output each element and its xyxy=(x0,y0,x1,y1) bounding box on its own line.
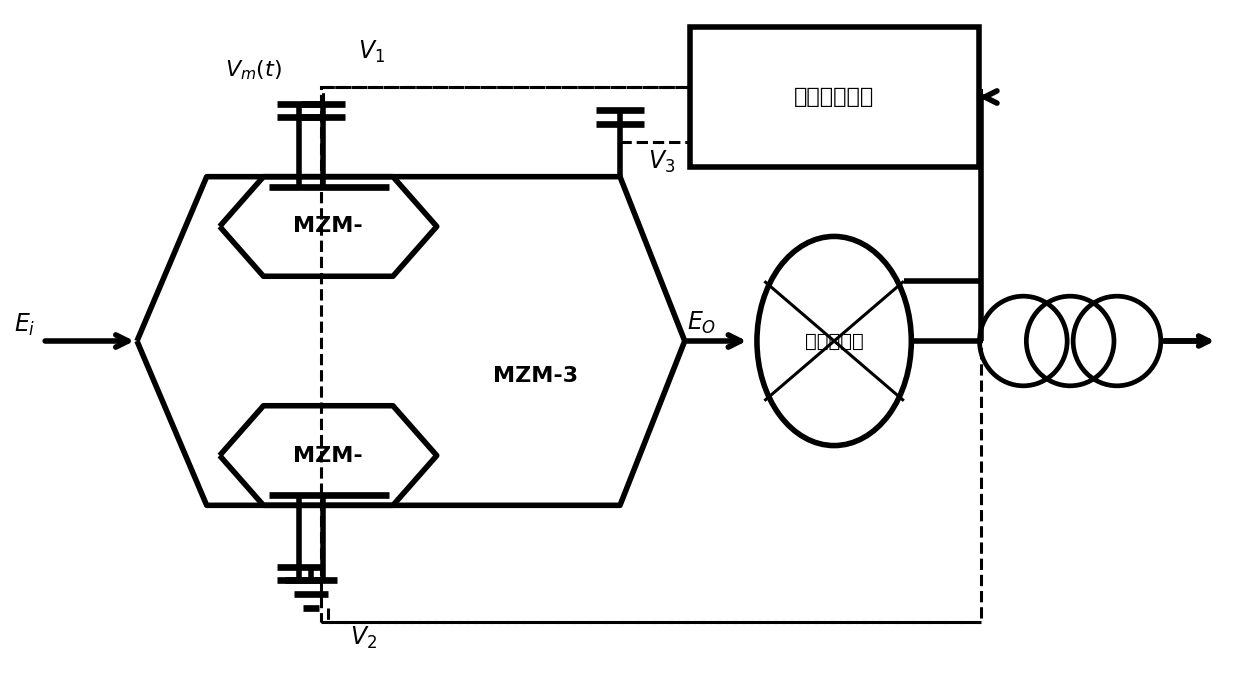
Text: $V_m(t)$: $V_m(t)$ xyxy=(224,59,281,82)
Text: $E_i$: $E_i$ xyxy=(14,312,35,338)
Text: $E_O$: $E_O$ xyxy=(687,310,717,336)
Text: $V_2$: $V_2$ xyxy=(350,624,377,651)
Text: MZM-: MZM- xyxy=(294,217,363,236)
Text: $V_3$: $V_3$ xyxy=(649,148,676,175)
Text: $V_1$: $V_1$ xyxy=(357,39,384,65)
Ellipse shape xyxy=(756,236,911,445)
Bar xyxy=(321,87,981,622)
Text: 光纤耦合器: 光纤耦合器 xyxy=(805,332,863,351)
Text: MZM-: MZM- xyxy=(294,445,363,466)
Text: MZM-3: MZM-3 xyxy=(492,366,578,386)
Text: 反馈控制系统: 反馈控制系统 xyxy=(794,87,874,107)
Bar xyxy=(689,27,978,167)
